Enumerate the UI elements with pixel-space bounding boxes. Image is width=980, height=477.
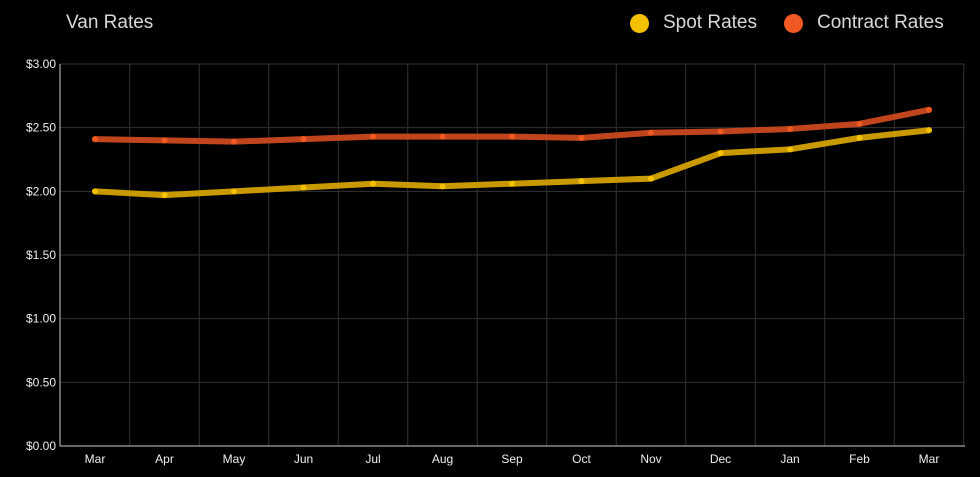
legend-label: Spot Rates bbox=[663, 12, 757, 33]
x-tick-label: Nov bbox=[640, 452, 661, 466]
data-point bbox=[856, 120, 863, 127]
x-tick-label: Mar bbox=[85, 452, 106, 466]
x-tick-label: Apr bbox=[155, 452, 174, 466]
data-point bbox=[648, 129, 654, 136]
y-tick-label: $1.00 bbox=[26, 312, 56, 326]
x-tick-label: Jul bbox=[365, 452, 380, 466]
contract-rates-swatch bbox=[784, 13, 803, 33]
data-point bbox=[300, 184, 307, 191]
data-point bbox=[231, 138, 237, 145]
x-tick-label: Oct bbox=[572, 452, 591, 466]
legend-label: Contract Rates bbox=[817, 12, 944, 33]
data-point bbox=[231, 188, 237, 195]
data-point bbox=[370, 133, 376, 140]
data-point bbox=[787, 146, 793, 153]
data-point bbox=[926, 127, 932, 134]
data-point bbox=[92, 188, 98, 195]
x-tick-label: Dec bbox=[710, 452, 731, 466]
data-point bbox=[161, 137, 168, 144]
y-tick-label: $3.00 bbox=[26, 57, 56, 71]
data-point bbox=[717, 128, 724, 135]
y-tick-label: $2.00 bbox=[26, 184, 56, 198]
data-point bbox=[92, 136, 98, 143]
data-point bbox=[439, 133, 446, 140]
data-point bbox=[509, 180, 515, 187]
legend-contract-rates[interactable]: Contract Rates bbox=[784, 12, 944, 34]
y-tick-label: $0.00 bbox=[26, 439, 56, 453]
x-tick-label: Aug bbox=[432, 452, 453, 466]
legend-spot-rates[interactable]: Spot Rates bbox=[630, 12, 757, 34]
x-tick-label: Feb bbox=[849, 452, 870, 466]
data-point bbox=[856, 134, 863, 141]
data-point bbox=[439, 183, 446, 190]
data-point bbox=[578, 134, 585, 141]
data-point bbox=[370, 180, 376, 187]
x-tick-label: May bbox=[223, 452, 246, 466]
x-tick-label: Sep bbox=[501, 452, 523, 466]
data-point bbox=[300, 136, 307, 143]
x-tick-label: Mar bbox=[919, 452, 940, 466]
data-point bbox=[717, 150, 724, 157]
data-point bbox=[578, 178, 585, 185]
data-point bbox=[648, 175, 654, 182]
chart-title: Van Rates bbox=[66, 12, 154, 33]
y-tick-label: $1.50 bbox=[26, 248, 56, 262]
y-tick-label: $0.50 bbox=[26, 375, 56, 389]
data-point bbox=[926, 106, 932, 113]
x-tick-label: Jun bbox=[294, 452, 313, 466]
x-tick-label: Jan bbox=[780, 452, 799, 466]
data-point bbox=[509, 133, 515, 140]
data-point bbox=[787, 125, 793, 132]
data-point bbox=[161, 192, 168, 199]
spot-rates-swatch bbox=[630, 13, 649, 33]
y-tick-label: $2.50 bbox=[26, 121, 56, 135]
